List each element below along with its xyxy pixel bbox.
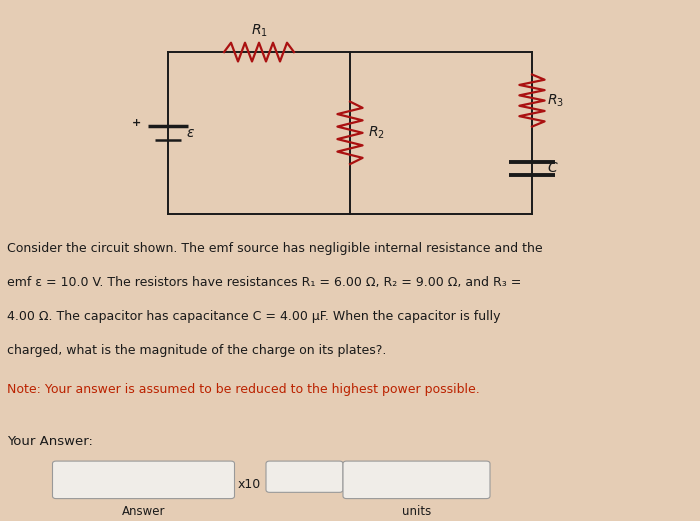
Text: charged, what is the magnitude of the charge on its plates?.: charged, what is the magnitude of the ch… [7, 344, 386, 357]
FancyBboxPatch shape [343, 461, 490, 499]
FancyBboxPatch shape [266, 461, 343, 492]
Text: $R_2$: $R_2$ [368, 125, 384, 141]
Text: Your Answer:: Your Answer: [7, 435, 93, 448]
Text: Answer: Answer [122, 505, 165, 518]
Text: 4.00 Ω. The capacitor has capacitance C = 4.00 μF. When the capacitor is fully: 4.00 Ω. The capacitor has capacitance C … [7, 310, 500, 323]
Text: x10: x10 [238, 478, 261, 491]
Text: Note: Your answer is assumed to be reduced to the highest power possible.: Note: Your answer is assumed to be reduc… [7, 383, 480, 396]
Text: units: units [402, 505, 431, 518]
Text: emf ε = 10.0 V. The resistors have resistances R₁ = 6.00 Ω, R₂ = 9.00 Ω, and R₃ : emf ε = 10.0 V. The resistors have resis… [7, 276, 522, 289]
Text: +: + [132, 118, 141, 129]
Text: $R_1$: $R_1$ [251, 23, 267, 39]
Text: $C$: $C$ [547, 162, 559, 176]
FancyBboxPatch shape [52, 461, 234, 499]
Text: Consider the circuit shown. The emf source has negligible internal resistance an: Consider the circuit shown. The emf sour… [7, 242, 542, 255]
Text: $\varepsilon$: $\varepsilon$ [186, 126, 195, 140]
Text: $R_3$: $R_3$ [547, 92, 564, 109]
